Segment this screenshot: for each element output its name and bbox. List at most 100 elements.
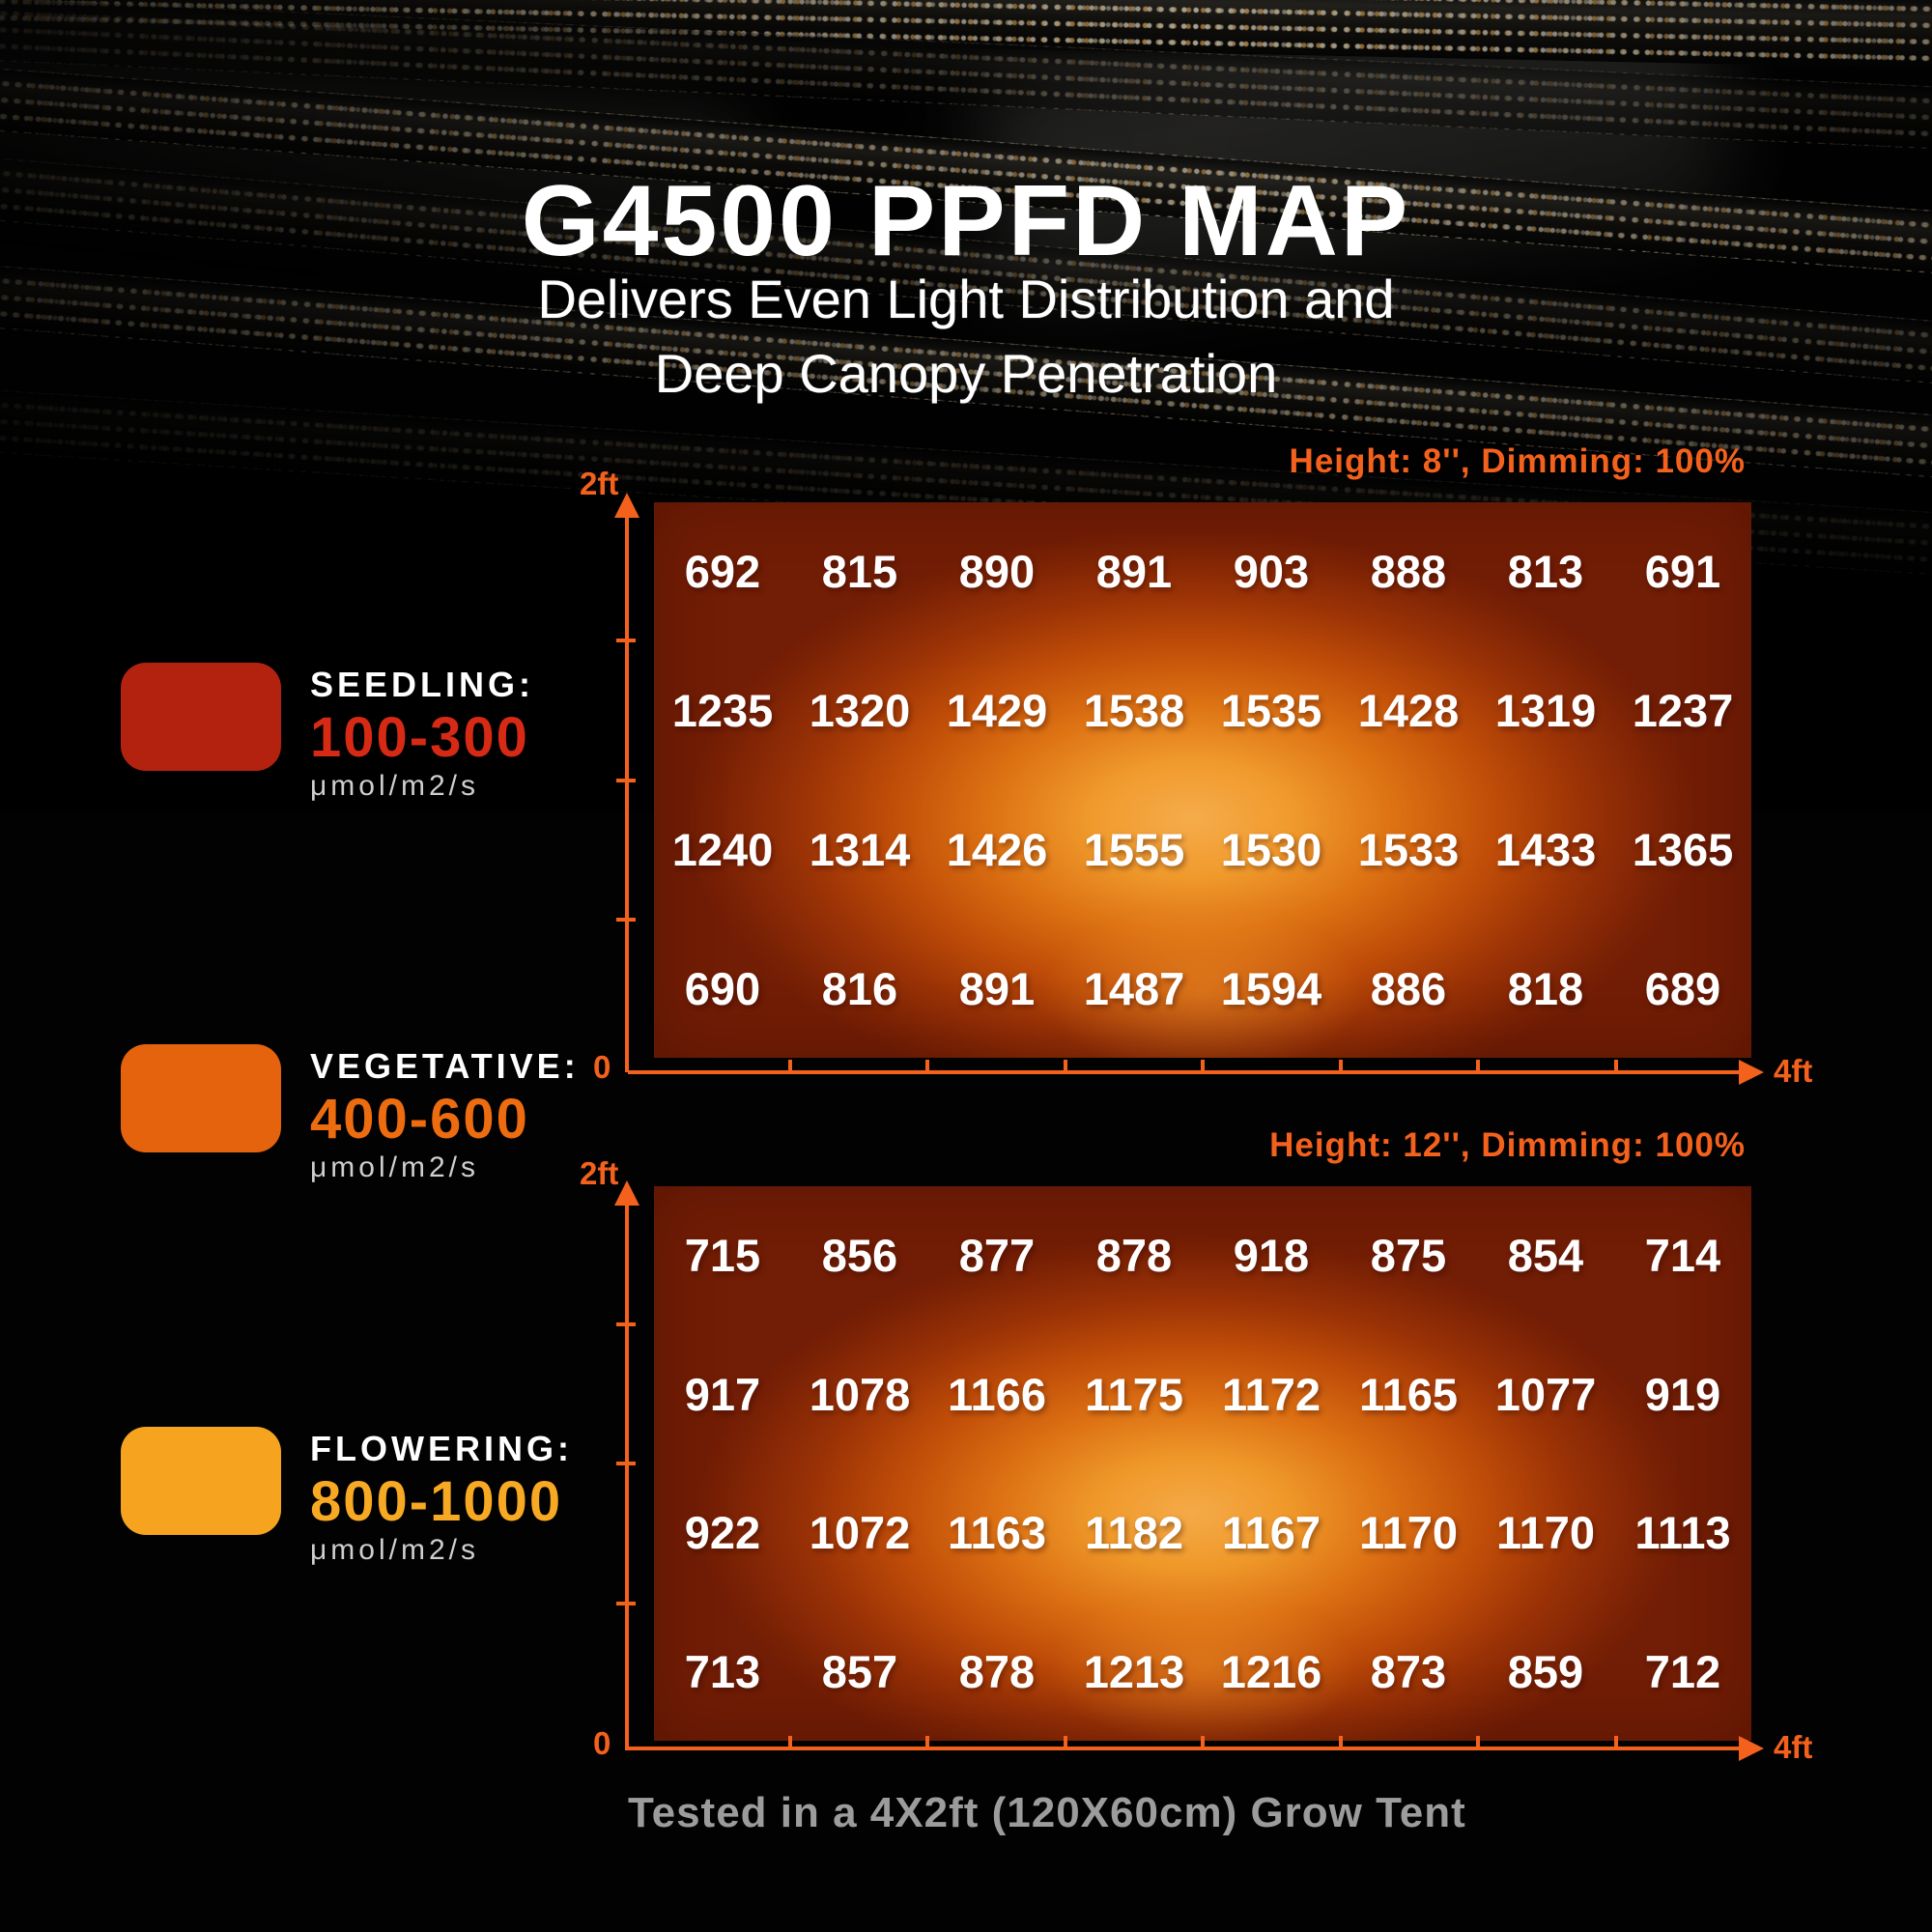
flowering-color-swatch	[121, 1427, 281, 1535]
ppfd-value: 1240	[671, 823, 774, 875]
y-axis-ticks	[616, 1186, 636, 1741]
ppfd-value: 1077	[1494, 1368, 1597, 1420]
ppfd-value: 1433	[1494, 823, 1597, 875]
ppfd-value: 1237	[1632, 685, 1734, 737]
ppfd-value: 690	[684, 962, 761, 1014]
led-strip	[0, 0, 1932, 160]
ppfd-value: 891	[1095, 546, 1173, 598]
ppfd-value: 1487	[1083, 962, 1185, 1014]
legend-unit: μmol/m2/s	[310, 1151, 479, 1184]
legend-text-block: FLOWERING: 800-1000 μmol/m2/s	[310, 1427, 573, 1567]
ppfd-value: 712	[1644, 1645, 1721, 1697]
ppfd-value: 1320	[809, 685, 911, 737]
axis-tick	[616, 1321, 636, 1326]
subtitle-line-1: Delivers Even Light Distribution and	[537, 269, 1395, 329]
ppfd-value: 818	[1507, 962, 1584, 1014]
y-axis-max-label: 2ft	[580, 466, 619, 501]
origin-label: 0	[593, 1725, 611, 1761]
axis-tick	[925, 1060, 929, 1072]
ppfd-value: 1594	[1220, 962, 1322, 1014]
legend-label: VEGETATIVE:	[310, 1046, 580, 1086]
legend-range: 100-300	[310, 706, 529, 769]
ppfd-value: 692	[684, 546, 761, 598]
ppfd-value: 1429	[946, 685, 1048, 737]
x-axis-arrow-icon	[1739, 1736, 1764, 1761]
ppfd-value: 1426	[946, 823, 1048, 875]
ppfd-value: 1166	[948, 1368, 1046, 1420]
ppfd-value: 1170	[1359, 1507, 1458, 1559]
ppfd-value: 1182	[1085, 1507, 1183, 1559]
ppfd-value: 878	[1095, 1230, 1173, 1282]
chart-conditions-label: Height: 8'', Dimming: 100%	[1289, 442, 1746, 480]
ppfd-value: 917	[684, 1368, 761, 1420]
ppfd-value: 1213	[1083, 1645, 1185, 1697]
ppfd-value: 813	[1507, 546, 1584, 598]
axis-tick	[1338, 1060, 1343, 1072]
ppfd-value: 1319	[1494, 685, 1597, 737]
vegetative-color-swatch	[121, 1044, 281, 1152]
ppfd-value: 888	[1370, 546, 1447, 598]
x-axis-line	[628, 1747, 1741, 1750]
ppfd-value: 859	[1507, 1645, 1584, 1697]
x-axis-arrow-icon	[1739, 1060, 1764, 1085]
ppfd-value: 857	[821, 1645, 898, 1697]
ppfd-value: 873	[1370, 1645, 1447, 1697]
ppfd-value: 878	[958, 1645, 1036, 1697]
x-axis-max-label: 4ft	[1774, 1053, 1813, 1089]
axis-tick	[616, 778, 636, 782]
page-subtitle: Delivers Even Light Distribution and Dee…	[0, 263, 1932, 411]
ppfd-value: 1538	[1083, 685, 1185, 737]
test-conditions-note: Tested in a 4X2ft (120X60cm) Grow Tent	[628, 1789, 1466, 1836]
legend-item-flowering: FLOWERING: 800-1000 μmol/m2/s	[121, 1427, 573, 1567]
ppfd-value: 875	[1370, 1230, 1447, 1282]
x-axis-line	[628, 1070, 1741, 1074]
subtitle-line-2: Deep Canopy Penetration	[654, 342, 1278, 404]
axis-tick	[925, 1736, 929, 1748]
legend-item-seedling: SEEDLING: 100-300 μmol/m2/s	[121, 663, 534, 803]
axis-tick	[1063, 1736, 1067, 1748]
axis-tick	[1613, 1736, 1618, 1748]
ppfd-value: 691	[1644, 546, 1721, 598]
axis-tick	[616, 638, 636, 642]
ppfd-value-grid: 692 815 890 891 903 888 813 691 1235 1320 1429 1538…	[654, 502, 1751, 1058]
ppfd-chart-8in: Height: 8'', Dimming: 100% 2ft 692 815 890…	[0, 442, 1932, 1119]
legend-text-block: VEGETATIVE: 400-600 μmol/m2/s	[310, 1044, 580, 1184]
ppfd-value: 886	[1370, 962, 1447, 1014]
axis-tick	[616, 918, 636, 923]
ppfd-value: 1533	[1357, 823, 1460, 875]
y-axis-line	[625, 518, 629, 1072]
y-axis-line	[625, 1204, 629, 1750]
chart-conditions-label: Height: 12'', Dimming: 100%	[1269, 1126, 1746, 1164]
ppfd-value: 922	[684, 1507, 761, 1559]
ppfd-value: 1078	[809, 1368, 911, 1420]
legend-range: 800-1000	[310, 1470, 563, 1533]
ppfd-value: 1365	[1632, 823, 1734, 875]
ppfd-value-grid: 715 856 877 878 918 875 854 714 917 1078 1166 1175 1…	[654, 1186, 1751, 1741]
legend-label: FLOWERING:	[310, 1429, 573, 1468]
heatmap-plot: 715 856 877 878 918 875 854 714 917 1078 1166 1175 1…	[654, 1186, 1751, 1741]
ppfd-value: 891	[958, 962, 1036, 1014]
ppfd-value: 1165	[1359, 1368, 1458, 1420]
ppfd-value: 1175	[1085, 1368, 1183, 1420]
x-axis-ticks	[654, 1736, 1751, 1748]
ppfd-value: 1113	[1634, 1507, 1731, 1559]
ppfd-value: 890	[958, 546, 1036, 598]
y-axis-max-label: 2ft	[580, 1155, 619, 1191]
legend-label: SEEDLING:	[310, 665, 535, 704]
legend-unit: μmol/m2/s	[310, 770, 479, 803]
legend-text-block: SEEDLING: 100-300 μmol/m2/s	[310, 663, 534, 803]
axis-tick	[1063, 1060, 1067, 1072]
ppfd-value: 815	[821, 546, 898, 598]
axis-tick	[1476, 1736, 1480, 1748]
ppfd-value: 689	[1644, 962, 1721, 1014]
ppfd-value: 877	[958, 1230, 1036, 1282]
axis-tick	[1201, 1736, 1205, 1748]
ppfd-value: 919	[1644, 1368, 1721, 1420]
heatmap-plot: 692 815 890 891 903 888 813 691 1235 1320 1429 1538…	[654, 502, 1751, 1058]
axis-tick	[787, 1736, 792, 1748]
ppfd-value: 1314	[809, 823, 911, 875]
ppfd-value: 1216	[1220, 1645, 1322, 1697]
ppfd-value: 1172	[1222, 1368, 1321, 1420]
ppfd-value: 1530	[1220, 823, 1322, 875]
ppfd-value: 1163	[948, 1507, 1046, 1559]
